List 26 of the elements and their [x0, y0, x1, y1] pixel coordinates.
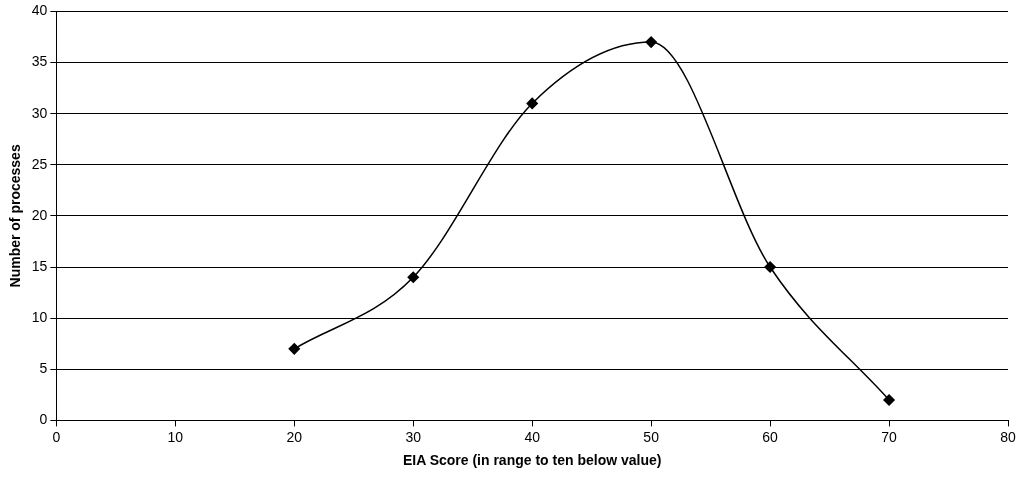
x-tick-label: 70 — [881, 428, 898, 445]
point — [526, 97, 538, 110]
y-axis-title: Number of processes — [7, 144, 24, 288]
point — [764, 261, 776, 273]
x-tick-label: 20 — [286, 428, 303, 445]
x-tick-label: 60 — [762, 428, 779, 445]
x-tick-label: 50 — [643, 428, 660, 445]
y-tick-label: 20 — [31, 206, 48, 223]
point — [645, 36, 657, 48]
x-tick-label: 0 — [52, 428, 61, 445]
x-tick-label: 30 — [405, 428, 422, 445]
point — [288, 343, 301, 355]
y-tick-label: 30 — [31, 104, 48, 121]
y-tick-label: 25 — [31, 155, 48, 172]
y-tick-label: 5 — [39, 360, 48, 377]
y-tick-label: 35 — [31, 53, 48, 70]
point — [407, 271, 419, 283]
x-tick-label: 10 — [167, 428, 184, 445]
y-tick-label: 0 — [39, 411, 48, 428]
x-tick-label: 80 — [1000, 428, 1016, 445]
x-tick-label: 40 — [524, 428, 541, 445]
y-tick-label: 10 — [31, 309, 48, 326]
x-axis-title: EIA Score (in range to ten below value) — [402, 452, 662, 469]
y-tick-label: 40 — [31, 2, 48, 19]
y-tick-label: 15 — [31, 257, 48, 274]
point — [883, 394, 895, 406]
